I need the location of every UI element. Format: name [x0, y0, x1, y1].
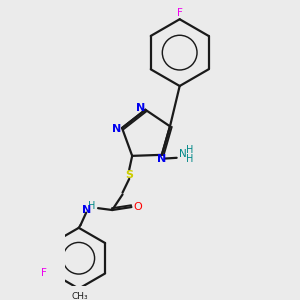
Text: O: O: [133, 202, 142, 212]
Text: N: N: [112, 124, 121, 134]
Text: H: H: [88, 201, 95, 211]
Text: F: F: [177, 8, 183, 18]
Text: N: N: [179, 149, 187, 160]
Text: N: N: [157, 154, 167, 164]
Text: S: S: [125, 170, 133, 180]
Text: CH₃: CH₃: [71, 292, 88, 300]
Text: N: N: [136, 103, 145, 113]
Text: N: N: [82, 206, 92, 215]
Text: H: H: [186, 154, 193, 164]
Text: F: F: [41, 268, 47, 278]
Text: H: H: [186, 146, 193, 155]
